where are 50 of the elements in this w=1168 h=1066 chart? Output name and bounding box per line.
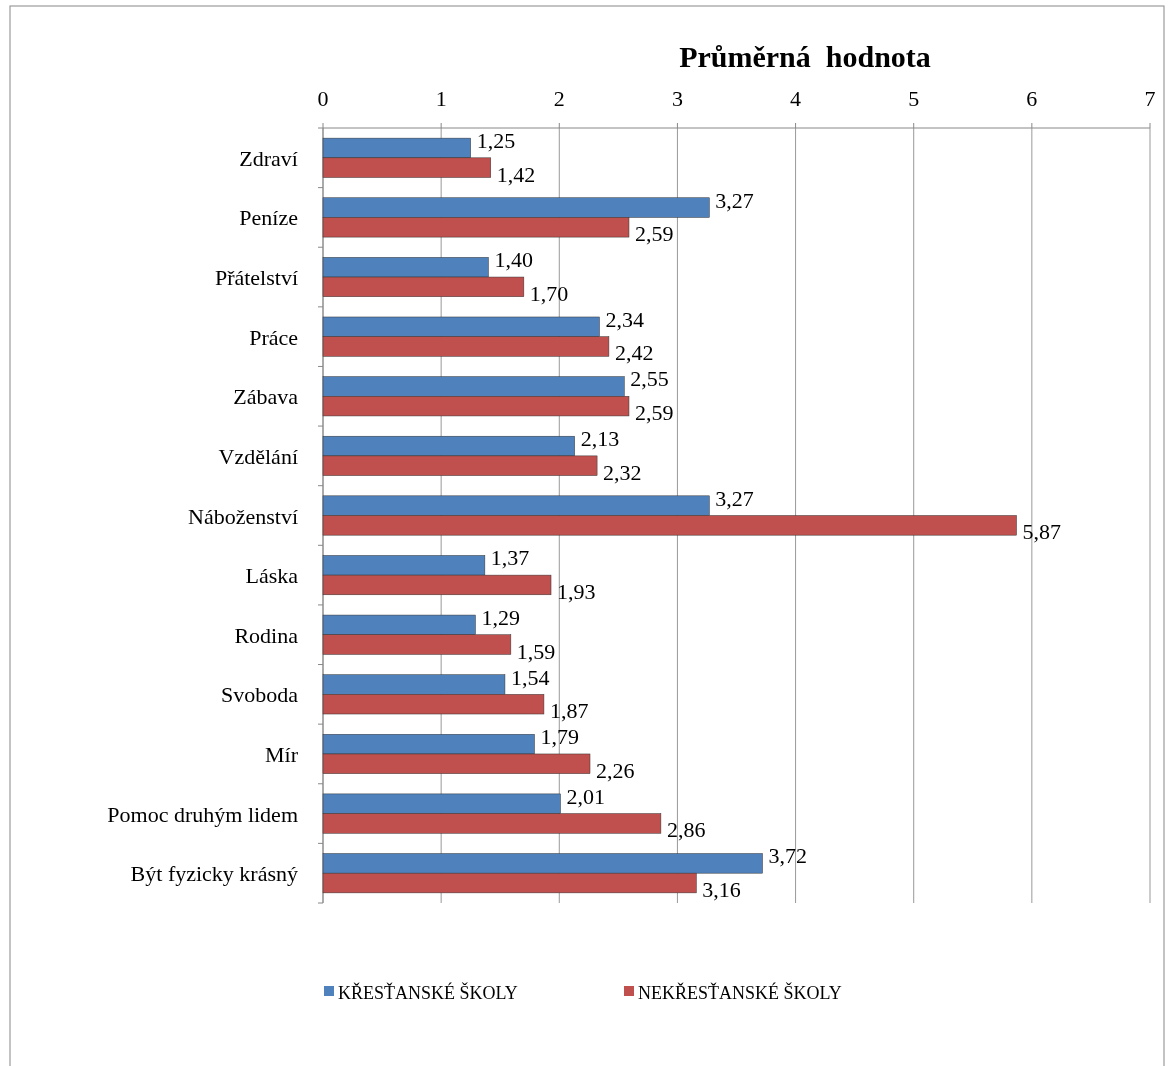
data-label: 2,55 xyxy=(630,366,669,392)
data-label: 1,54 xyxy=(510,664,550,690)
data-label: 1,93 xyxy=(557,578,596,604)
data-label: 1,25 xyxy=(476,127,516,153)
x-tick-label: 4 xyxy=(790,86,802,111)
data-label: 2,26 xyxy=(596,757,635,783)
x-tick-label: 0 xyxy=(317,86,329,111)
legend-label: NEKŘESŤANSKÉ ŠKOLY xyxy=(638,982,842,1003)
x-tick-label: 5 xyxy=(908,86,920,111)
data-label: 1,40 xyxy=(494,247,533,273)
y-tick-label: Rodina xyxy=(234,622,299,648)
data-label: 1,87 xyxy=(549,698,589,724)
y-tick-label: Práce xyxy=(249,324,298,350)
x-tick-label: 1 xyxy=(435,86,447,111)
data-label: 3,72 xyxy=(768,843,807,869)
legend-label: KŘESŤANSKÉ ŠKOLY xyxy=(338,982,518,1003)
data-label: 1,42 xyxy=(496,161,536,187)
y-tick-label: Být fyzicky krásný xyxy=(130,861,298,887)
data-label: 1,37 xyxy=(490,545,530,571)
data-label: 2,32 xyxy=(603,459,642,485)
y-tick-label: Láska xyxy=(245,563,299,589)
data-label: 2,59 xyxy=(634,400,674,426)
y-tick-label: Náboženství xyxy=(188,503,298,529)
y-tick-label: Vzdělání xyxy=(218,443,298,469)
x-tick-label: 7 xyxy=(1144,86,1156,111)
data-label: 2,13 xyxy=(580,426,620,452)
data-label: 2,42 xyxy=(614,340,654,366)
data-label: 1,29 xyxy=(481,604,520,630)
y-tick-label: Přátelství xyxy=(214,265,298,291)
data-label: 2,59 xyxy=(634,221,674,247)
data-label: 1,79 xyxy=(540,724,579,750)
data-label: 5,87 xyxy=(1022,519,1061,545)
chart-title: Průměrná hodnota xyxy=(679,40,931,73)
data-label: 2,86 xyxy=(666,817,706,843)
x-tick-label: 3 xyxy=(671,86,683,111)
y-tick-label: Pomoc druhým lidem xyxy=(107,801,298,827)
data-label: 3,16 xyxy=(702,877,741,903)
data-label: 3,27 xyxy=(715,187,754,213)
y-tick-label: Zábava xyxy=(233,384,299,410)
y-tick-label: Zdraví xyxy=(239,145,298,171)
data-label: 1,59 xyxy=(516,638,556,664)
y-tick-label: Mír xyxy=(265,741,299,767)
x-tick-label: 2 xyxy=(553,86,565,111)
y-tick-label: Svoboda xyxy=(221,682,299,708)
data-label: 1,70 xyxy=(529,280,569,306)
y-tick-label: Peníze xyxy=(239,205,298,231)
data-label: 3,27 xyxy=(715,485,754,511)
data-label: 2,34 xyxy=(605,306,644,332)
data-label: 2,01 xyxy=(566,783,605,809)
x-tick-label: 6 xyxy=(1026,86,1038,111)
